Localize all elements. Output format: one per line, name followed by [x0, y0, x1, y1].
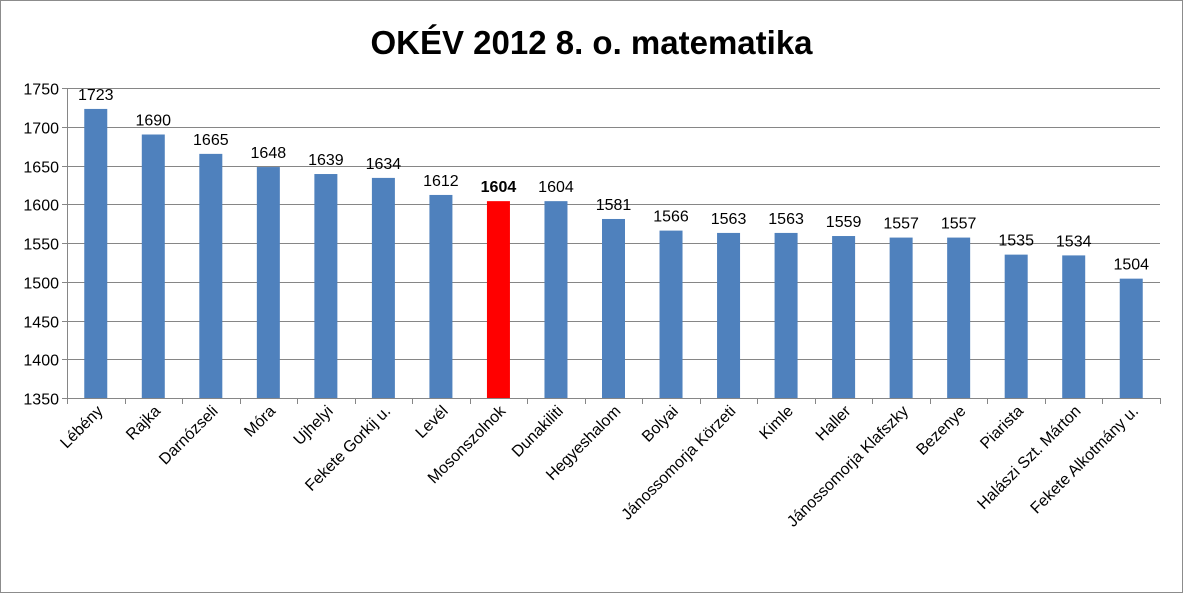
- category-label-10: Bolyai: [639, 403, 682, 446]
- bar-0: [84, 108, 108, 399]
- chart-title: OKÉV 2012 8. o. matematika: [370, 24, 813, 61]
- bar-7: [486, 201, 510, 398]
- data-label-14: 1557: [883, 216, 919, 233]
- bar-4: [314, 174, 338, 398]
- category-label-8: Dunakiliti: [509, 403, 567, 461]
- category-label-12: Kimle: [757, 403, 797, 443]
- bar-16: [1004, 254, 1028, 398]
- data-label-10: 1566: [653, 209, 689, 226]
- bars: [84, 108, 1143, 399]
- category-label-13: Haller: [813, 402, 855, 444]
- category-label-16: Piarista: [977, 403, 1027, 453]
- data-label-8: 1604: [538, 179, 574, 196]
- axes: [62, 88, 1161, 404]
- category-label-11: Jánossomorja Körzeti: [619, 403, 740, 524]
- category-label-1: Rajka: [123, 403, 164, 444]
- data-label-12: 1563: [768, 211, 804, 228]
- data-label-2: 1665: [193, 132, 229, 149]
- y-tick-label: 1400: [23, 353, 59, 370]
- bar-18: [1119, 278, 1143, 398]
- category-label-18: Fekete Alkotmány u.: [1028, 403, 1143, 518]
- category-label-0: Lébény: [57, 403, 106, 452]
- bar-8: [544, 201, 568, 398]
- data-label-13: 1559: [826, 214, 862, 231]
- category-label-3: Móra: [241, 403, 279, 441]
- y-tick-label: 1550: [23, 237, 59, 254]
- bar-17: [1062, 255, 1086, 398]
- y-tick-label: 1700: [23, 121, 59, 138]
- y-tick-label: 1500: [23, 276, 59, 293]
- data-label-7: 1604: [481, 179, 517, 196]
- category-label-14: Jánossomorja Klafszky: [784, 403, 912, 531]
- data-label-5: 1634: [366, 156, 402, 173]
- bar-3: [256, 167, 280, 398]
- data-label-11: 1563: [711, 211, 747, 228]
- data-label-0: 1723: [78, 87, 114, 104]
- y-tick-label: 1450: [23, 315, 59, 332]
- bar-6: [429, 194, 453, 398]
- category-label-17: Halászi Szt. Márton: [974, 403, 1084, 513]
- data-label-18: 1504: [1113, 257, 1149, 274]
- data-label-1: 1690: [135, 113, 171, 130]
- category-label-6: Levél: [413, 403, 452, 442]
- data-label-16: 1535: [998, 233, 1034, 250]
- category-label-2: Darnózseli: [156, 403, 221, 468]
- bar-12: [774, 232, 798, 398]
- bar-11: [717, 232, 741, 398]
- y-tick-label: 1600: [23, 198, 59, 215]
- bar-13: [832, 236, 856, 398]
- y-tick-label: 1650: [23, 160, 59, 177]
- bar-9: [602, 218, 625, 398]
- data-label-6: 1612: [423, 173, 459, 190]
- category-label-15: Bezenye: [913, 403, 969, 459]
- labels: 1350 1400 1450 1500 1550 1600 1650 1700 1750 1723…: [23, 82, 1149, 531]
- bar-10: [659, 230, 683, 398]
- bar-14: [889, 237, 913, 398]
- data-label-9: 1581: [596, 197, 632, 214]
- bar-2: [199, 153, 223, 398]
- bar-5: [371, 177, 395, 398]
- bar-1: [141, 134, 165, 398]
- y-tick-label: 1750: [23, 82, 59, 99]
- data-label-17: 1534: [1056, 233, 1092, 250]
- data-label-3: 1648: [251, 145, 287, 162]
- data-label-4: 1639: [308, 152, 344, 169]
- category-label-4: Ujhelyi: [291, 403, 337, 449]
- y-tick-label: 1350: [23, 392, 59, 409]
- data-label-15: 1557: [941, 216, 977, 233]
- bar-15: [947, 237, 971, 398]
